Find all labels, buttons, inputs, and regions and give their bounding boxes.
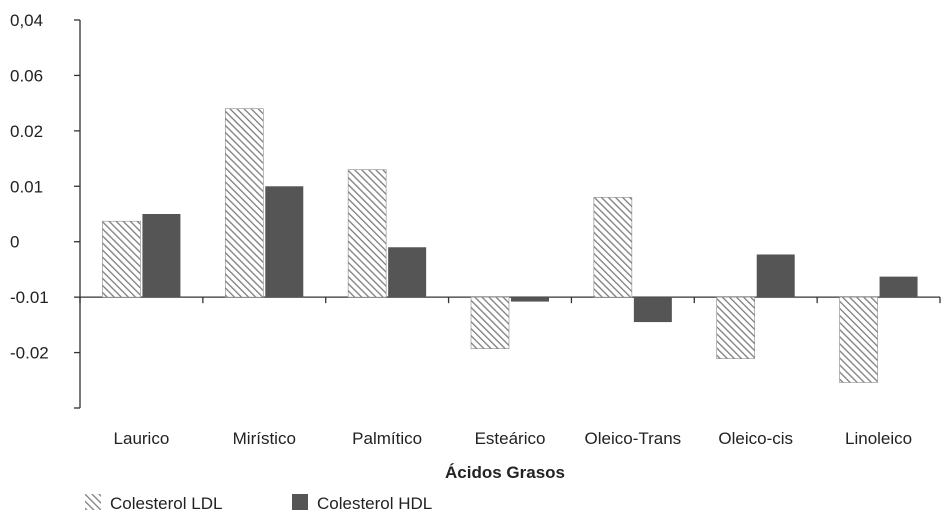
y-tick-label: -0.01 (10, 288, 49, 307)
x-tick-label: Oleico-cis (718, 429, 793, 448)
bar-hdl (756, 254, 795, 298)
bar-hdl (879, 276, 918, 298)
plot-area: 0,04 0.06 0.02 0.01 0 -0.01 -0.02 Laurico Miríst… (10, 11, 941, 448)
x-tick-label: Palmítico (352, 429, 422, 448)
bar-ldl (716, 296, 756, 359)
bar-ldl (470, 296, 510, 349)
x-tick-label: Esteárico (475, 429, 546, 448)
x-axis-title: Ácidos Grasos (445, 463, 565, 482)
legend-swatch-hdl (292, 494, 308, 510)
y-tick-label: -0.02 (10, 344, 49, 363)
y-tick-label: 0 (10, 233, 19, 252)
bar-hdl (633, 297, 672, 323)
bar-ldl (224, 108, 264, 298)
x-tick-label: Linoleico (845, 429, 912, 448)
x-tick-label: Oleico-Trans (585, 429, 682, 448)
legend: Colesterol LDL Colesterol HDL (85, 494, 432, 513)
legend-swatch-ldl (85, 494, 101, 510)
bar-hdl (142, 214, 181, 298)
bar-hdl (265, 186, 304, 298)
y-tick-label: 0.01 (10, 177, 43, 196)
y-tick-label: 0.02 (10, 122, 43, 141)
legend-label-ldl: Colesterol LDL (110, 494, 222, 513)
y-tick-label: 0.06 (10, 66, 43, 85)
x-tick-label: Laurico (114, 429, 170, 448)
bar-ldl (839, 296, 878, 383)
bar-ldl (102, 220, 141, 298)
bar-hdl (388, 247, 427, 298)
bar-hdl (511, 297, 549, 302)
x-tick-label: Mirístico (233, 429, 296, 448)
legend-label-hdl: Colesterol HDL (317, 494, 432, 513)
bar-ldl (347, 169, 387, 298)
y-tick-label: 0,04 (10, 11, 43, 30)
bar-ldl (593, 197, 633, 298)
